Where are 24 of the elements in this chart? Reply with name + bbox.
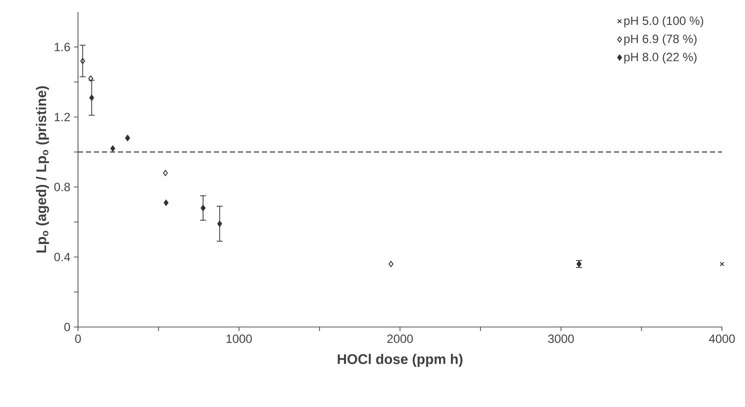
y-axis-title: Lp$_{o}$ (aged) / Lp$_{o}$ (pristine) [36, 86, 50, 253]
y-tick-label: 1.6 [54, 42, 70, 52]
point [720, 262, 724, 266]
y-tick-label: 0.8 [54, 182, 70, 192]
legend-label: pH 5.0 (100 %) [624, 16, 704, 28]
y-tick-label: 1.2 [54, 112, 70, 122]
point [80, 58, 86, 64]
y-tick-label: 0 [64, 322, 70, 332]
point [164, 200, 168, 206]
x-tick-label: 3000 [548, 334, 574, 343]
point [110, 145, 116, 152]
legend-label: pH 8.0 (22 %) [624, 52, 697, 64]
y-tick-label: 0.4 [54, 252, 70, 262]
legend-label: pH 6.9 (78 %) [624, 34, 697, 46]
point [89, 94, 94, 101]
x-tick-label: 2000 [387, 334, 413, 343]
x-tick-label: 1000 [226, 334, 252, 343]
x-axis-title: HOCl dose (ppm h) [338, 354, 462, 367]
point [88, 75, 94, 82]
point [388, 260, 394, 268]
x-tick-label: 0 [75, 334, 81, 343]
point [217, 220, 222, 227]
x-tick-label: 4000 [708, 334, 735, 343]
point [163, 170, 168, 176]
